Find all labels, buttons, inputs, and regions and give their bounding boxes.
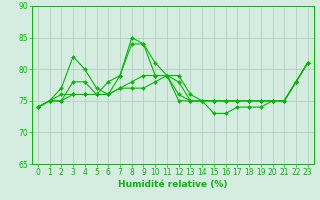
- X-axis label: Humidité relative (%): Humidité relative (%): [118, 180, 228, 189]
